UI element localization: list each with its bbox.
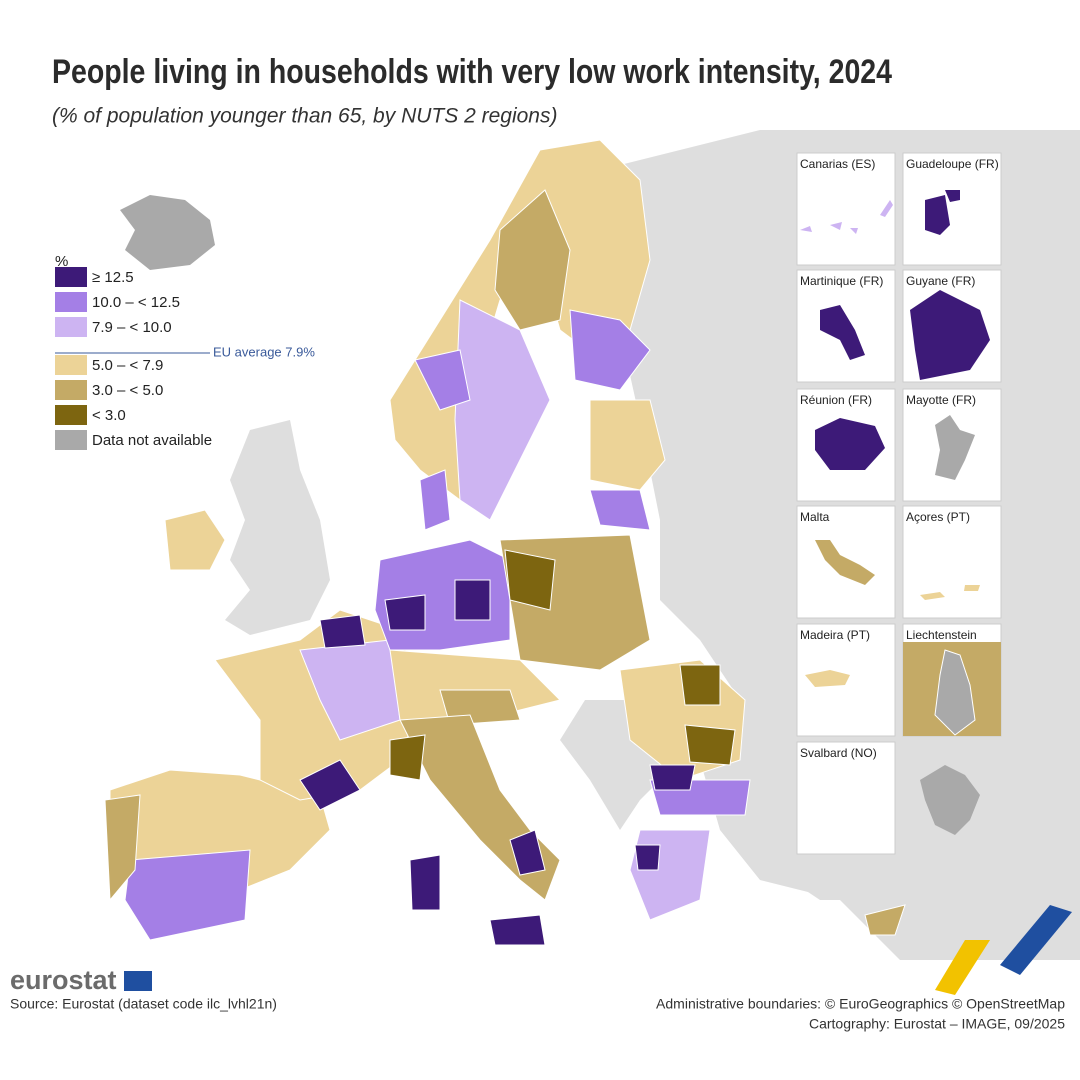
decor-blue [1000, 905, 1072, 975]
legend-label: 7.9 – < 10.0 [92, 319, 172, 336]
insets: Canarias (ES) Guadeloupe (FR) Martinique (… [796, 152, 1002, 855]
inset-label: Guyane (FR) [906, 274, 975, 288]
legend-unit: % [55, 253, 68, 270]
inset-label: Malta [800, 510, 830, 524]
iceland [120, 195, 215, 270]
legend-swatch [55, 430, 87, 450]
legend-label: 3.0 – < 5.0 [92, 382, 163, 399]
inset-label: Canarias (ES) [800, 157, 875, 171]
inset-label: Madeira (PT) [800, 628, 870, 642]
source: Source: Eurostat (dataset code ilc_lvhl2… [10, 996, 277, 1012]
inset-frame [796, 741, 896, 855]
inset-label: Réunion (FR) [800, 393, 872, 407]
inset-shape [815, 540, 875, 585]
eu-average-label: EU average 7.9% [213, 344, 315, 359]
inset-label: Açores (PT) [906, 510, 970, 524]
inset-frame [902, 152, 1002, 266]
inset-label: Martinique (FR) [800, 274, 883, 288]
map-regions [104, 139, 906, 946]
cartography-credit: Cartography: Eurostat – IMAGE, 09/2025 [809, 1016, 1065, 1032]
subtitle: (% of population younger than 65, by NUT… [52, 105, 557, 128]
legend-label: 5.0 – < 7.9 [92, 357, 163, 374]
legend-swatch [55, 267, 87, 287]
inset-shape [934, 649, 976, 736]
legend-swatch [55, 380, 87, 400]
inset-shape [925, 190, 960, 235]
legend-swatch [55, 317, 87, 337]
inset-shape [805, 670, 850, 687]
decor-yellow [935, 940, 990, 995]
legend-label: < 3.0 [92, 407, 126, 424]
inset-label: Mayotte (FR) [906, 393, 976, 407]
legend-swatch [55, 292, 87, 312]
inset-label: Svalbard (NO) [800, 746, 877, 760]
legend-label: 10.0 – < 12.5 [92, 294, 180, 311]
inset-shape [910, 290, 990, 380]
inset-shape [920, 585, 980, 600]
legend-swatch [55, 355, 87, 375]
logo: eurostat [10, 965, 117, 995]
legend-swatch [55, 405, 87, 425]
boundaries-credit: Administrative boundaries: © EuroGeograp… [656, 996, 1065, 1012]
eu-flag [124, 971, 152, 991]
inset-shape [815, 418, 885, 470]
inset-shape [800, 200, 893, 234]
title: People living in households with very lo… [52, 53, 892, 91]
inset-label: Liechtenstein [906, 628, 977, 642]
inset-shape [920, 765, 980, 835]
inset-frame [902, 505, 1002, 619]
legend-label: ≥ 12.5 [92, 269, 134, 286]
legend-label: Data not available [92, 432, 212, 449]
inset-shape [820, 305, 865, 360]
inset-shape [935, 415, 975, 480]
inset-frame [796, 152, 896, 266]
legend: % ≥ 12.5 10.0 – < 12.5 7.9 – < 10.0 EU aver… [55, 253, 315, 450]
inset-label: Guadeloupe (FR) [906, 157, 999, 171]
